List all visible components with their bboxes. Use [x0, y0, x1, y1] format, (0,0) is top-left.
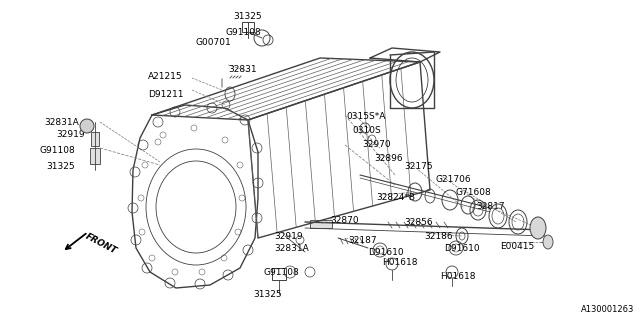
Ellipse shape: [530, 217, 546, 239]
Bar: [310, 220, 332, 228]
Text: 32919: 32919: [274, 232, 303, 241]
Text: G00701: G00701: [196, 38, 232, 47]
Text: 32186: 32186: [424, 232, 452, 241]
Text: A21215: A21215: [148, 72, 182, 81]
Text: H01618: H01618: [382, 258, 417, 267]
Text: G91108: G91108: [40, 146, 76, 155]
Text: 32175: 32175: [404, 162, 433, 171]
Text: 32831A: 32831A: [44, 118, 79, 127]
Ellipse shape: [80, 119, 94, 133]
Text: D91610: D91610: [444, 244, 479, 253]
Text: 31325: 31325: [46, 162, 75, 171]
Text: 32856: 32856: [404, 218, 433, 227]
Text: 32831: 32831: [228, 65, 257, 74]
Text: E00415: E00415: [500, 242, 534, 251]
Text: D91211: D91211: [148, 90, 184, 99]
Text: G91108: G91108: [226, 28, 262, 37]
Bar: [272, 268, 286, 280]
Text: 31325: 31325: [234, 12, 262, 21]
Text: 32187: 32187: [348, 236, 376, 245]
Text: 31325: 31325: [253, 290, 282, 299]
Bar: [91, 132, 99, 146]
Text: 32831A: 32831A: [274, 244, 308, 253]
Text: 32824*B: 32824*B: [376, 193, 415, 202]
Text: D91610: D91610: [368, 248, 404, 257]
Text: 32970: 32970: [362, 140, 390, 149]
Text: 32817: 32817: [476, 202, 504, 211]
Text: G21706: G21706: [436, 175, 472, 184]
Text: 32870: 32870: [330, 216, 358, 225]
Text: G91108: G91108: [264, 268, 300, 277]
Text: 0310S: 0310S: [352, 126, 381, 135]
Bar: [242, 22, 254, 32]
Text: 0315S*A: 0315S*A: [346, 112, 385, 121]
Text: A130001263: A130001263: [580, 305, 634, 314]
Text: H01618: H01618: [440, 272, 476, 281]
Bar: [90, 148, 100, 164]
Ellipse shape: [543, 235, 553, 249]
Text: 32919: 32919: [56, 130, 84, 139]
Text: 32896: 32896: [374, 154, 403, 163]
Text: G71608: G71608: [456, 188, 492, 197]
Text: FRONT: FRONT: [84, 232, 118, 256]
